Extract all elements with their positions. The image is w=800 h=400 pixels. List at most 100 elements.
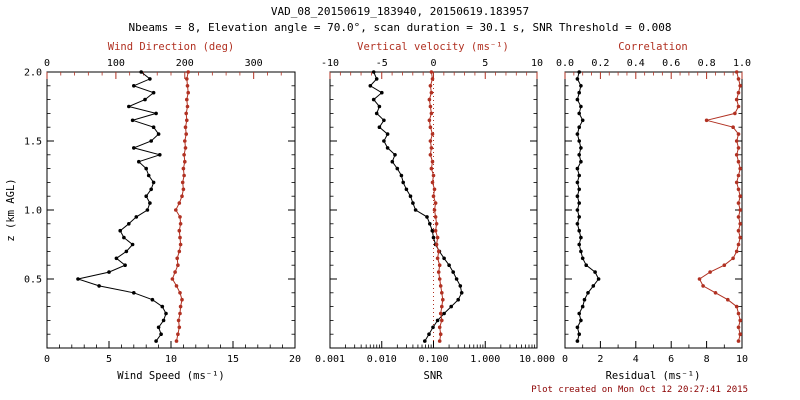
point-correlation [697,277,702,281]
point-correlation [736,77,741,81]
point-snr [425,215,429,219]
point-residual [575,222,580,226]
point-residual [575,180,580,185]
point-residual [579,104,583,109]
x-tick-label: 0 [44,354,50,365]
top-tick-label: 5 [482,58,488,69]
point-vertical-velocity [429,166,434,171]
point-snr [442,311,446,316]
point-residual [575,339,580,343]
x-tick-label: 20 [289,354,301,365]
point-residual [575,166,580,171]
point-vertical-velocity [435,256,440,261]
x-tick-label: 10 [165,354,177,365]
point-snr [374,77,379,81]
point-correlation [713,291,718,295]
point-wind-speed [144,194,148,198]
point-snr [454,277,459,281]
point-wind-speed [127,222,131,226]
point-residual [575,325,580,330]
point-wind-direction [185,104,190,109]
point-correlation [736,104,741,109]
point-snr [413,208,418,212]
series-vertical-velocity [428,71,444,342]
point-wind-speed [151,180,156,185]
point-correlation [736,215,741,219]
top-tick-label: 10 [531,58,543,69]
point-wind-speed [144,166,148,171]
point-wind-direction [178,311,182,316]
point-wind-speed [154,339,158,343]
point-wind-speed [132,84,136,88]
top-tick-label: 0.8 [698,58,716,69]
point-vertical-velocity [435,235,440,240]
point-snr [385,132,390,136]
point-vertical-velocity [432,208,437,212]
x-tick-label: 6 [668,354,674,365]
point-correlation [734,153,739,157]
point-wind-direction [185,97,189,102]
point-wind-direction [174,339,179,343]
point-wind-speed [114,256,119,261]
point-correlation [736,201,741,205]
point-correlation [704,118,709,123]
point-residual [577,228,581,233]
point-wind-speed [145,208,150,212]
x-tick-label: 0 [562,354,568,365]
point-snr [449,304,454,309]
point-residual [577,201,581,205]
point-snr [380,90,384,95]
x-tick-label: 8 [704,354,710,365]
y-tick-label: 2.0 [24,68,42,79]
point-correlation [736,311,741,316]
point-vertical-velocity [440,318,444,323]
point-vertical-velocity [438,311,443,316]
point-snr [431,235,436,240]
point-correlation [738,235,742,240]
vertical-velocity-axis-title: Vertical velocity (ms⁻¹) [357,41,509,53]
point-vertical-velocity [428,84,433,88]
point-vertical-velocity [437,325,442,330]
point-residual [577,173,581,178]
point-snr [447,263,451,268]
point-residual [584,263,588,268]
point-residual [577,311,581,316]
x-tick-label: 10.000 [519,354,555,365]
point-snr [368,84,373,88]
point-wind-direction [176,332,180,337]
plot-title: VAD_08_20150619_183940, 20150619.183957 [271,5,529,18]
point-vertical-velocity [436,270,441,274]
point-wind-speed [156,132,161,136]
point-wind-speed [137,159,141,164]
top-tick-label: 0.4 [627,58,645,69]
point-residual [580,118,585,123]
point-wind-direction [178,215,182,219]
point-wind-speed [132,291,136,295]
point-wind-speed [146,173,151,178]
point-correlation [722,263,727,268]
point-snr [390,159,395,164]
point-wind-direction [182,173,186,178]
panel-snr: 0.001 0.010 0.100 1.000 10.000 -10 -5 0 5 10 [315,58,555,365]
point-snr [371,70,376,74]
top-tick-label: -5 [376,58,388,69]
point-correlation [738,318,742,323]
point-wind-direction [170,277,175,281]
point-snr [431,325,435,330]
point-snr [423,339,427,343]
point-vertical-velocity [431,173,436,178]
point-vertical-velocity [428,153,433,157]
point-snr [371,97,376,102]
point-wind-speed [158,153,162,157]
panel-frame [46,71,296,349]
y-tick-label: 1.5 [24,137,42,148]
point-wind-direction [174,208,178,212]
point-wind-direction [185,77,189,81]
point-wind-speed [107,270,111,274]
snr-axis-title: SNR [424,370,444,382]
point-residual [591,284,596,288]
point-wind-direction [183,125,188,129]
correlation-axis-title: Correlation [618,41,688,53]
point-snr [442,256,446,261]
